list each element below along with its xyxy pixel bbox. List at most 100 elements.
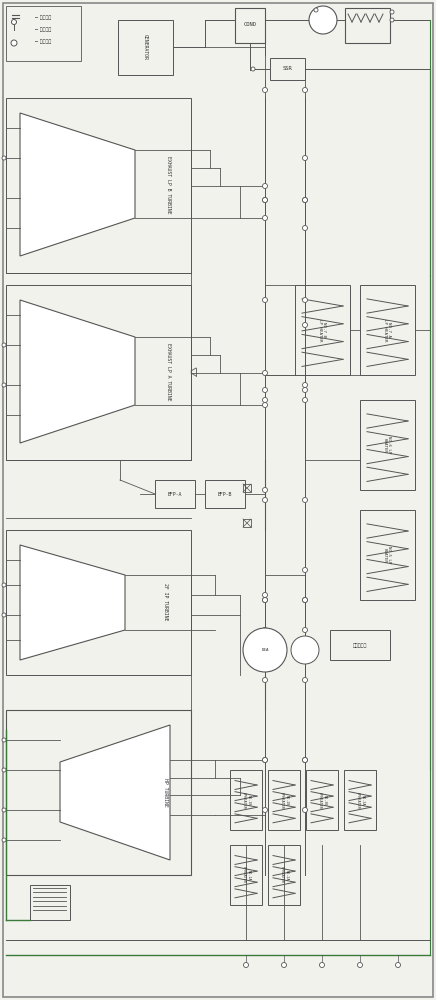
Text: COND: COND bbox=[243, 22, 256, 27]
Bar bbox=[270, 58, 305, 80]
Circle shape bbox=[303, 88, 307, 93]
Bar bbox=[330, 630, 390, 660]
Bar bbox=[360, 510, 415, 600]
Circle shape bbox=[303, 198, 307, 202]
Bar bbox=[205, 480, 245, 508]
Text: EXHAUST LP B TURBINE: EXHAUST LP B TURBINE bbox=[166, 156, 170, 214]
Bar bbox=[360, 285, 415, 375]
Text: NO.7 A
LP HEATER: NO.7 A LP HEATER bbox=[383, 319, 391, 341]
Circle shape bbox=[262, 597, 268, 602]
Text: NO.3A
HPHEATER: NO.3A HPHEATER bbox=[356, 792, 364, 808]
Bar bbox=[344, 770, 376, 830]
Text: HP TURBINE: HP TURBINE bbox=[163, 778, 167, 806]
Circle shape bbox=[262, 198, 268, 202]
Circle shape bbox=[262, 597, 268, 602]
Polygon shape bbox=[20, 300, 135, 443]
Circle shape bbox=[303, 198, 307, 202]
Bar bbox=[230, 770, 262, 830]
Circle shape bbox=[262, 298, 268, 302]
Circle shape bbox=[390, 10, 394, 14]
Circle shape bbox=[262, 387, 268, 392]
Circle shape bbox=[262, 758, 268, 762]
Circle shape bbox=[243, 628, 287, 672]
Bar bbox=[118, 20, 173, 75]
Circle shape bbox=[11, 40, 17, 46]
Circle shape bbox=[2, 838, 6, 842]
Circle shape bbox=[262, 370, 268, 375]
Circle shape bbox=[320, 962, 324, 968]
Circle shape bbox=[262, 88, 268, 93]
Circle shape bbox=[303, 387, 307, 392]
Bar bbox=[360, 400, 415, 490]
Circle shape bbox=[2, 383, 6, 387]
Text: ─ 压力测点: ─ 压力测点 bbox=[34, 14, 51, 19]
Circle shape bbox=[303, 497, 307, 502]
Bar bbox=[345, 8, 390, 43]
Bar bbox=[268, 770, 300, 830]
Bar bbox=[30, 885, 70, 920]
Circle shape bbox=[303, 758, 307, 762]
Circle shape bbox=[262, 184, 268, 188]
Circle shape bbox=[395, 962, 401, 968]
Circle shape bbox=[358, 962, 362, 968]
Polygon shape bbox=[20, 545, 125, 660]
Circle shape bbox=[390, 18, 394, 22]
Circle shape bbox=[251, 67, 255, 71]
Circle shape bbox=[2, 156, 6, 160]
Text: NO.1B
HPHEATER: NO.1B HPHEATER bbox=[242, 792, 250, 808]
Text: NO.6 LP
HEATER: NO.6 LP HEATER bbox=[383, 436, 391, 454]
Bar bbox=[230, 845, 262, 905]
Text: NO.5 LP
HEATER: NO.5 LP HEATER bbox=[383, 546, 391, 564]
Bar bbox=[6, 710, 191, 875]
Bar bbox=[6, 285, 191, 460]
Text: NO.2B
HPHEATER: NO.2B HPHEATER bbox=[280, 792, 288, 808]
Text: 高备给水箱: 高备给水箱 bbox=[353, 643, 367, 648]
Circle shape bbox=[262, 678, 268, 682]
Circle shape bbox=[303, 758, 307, 762]
Circle shape bbox=[303, 322, 307, 328]
Circle shape bbox=[2, 808, 6, 812]
Bar bbox=[6, 530, 191, 675]
Circle shape bbox=[2, 583, 6, 587]
Circle shape bbox=[309, 6, 337, 34]
Bar bbox=[243, 519, 251, 527]
Circle shape bbox=[303, 597, 307, 602]
Circle shape bbox=[314, 8, 318, 12]
Circle shape bbox=[303, 298, 307, 302]
Text: ─ 流量测点: ─ 流量测点 bbox=[34, 38, 51, 43]
Circle shape bbox=[2, 738, 6, 742]
Text: BFP-B: BFP-B bbox=[218, 491, 232, 496]
Bar bbox=[6, 6, 81, 61]
Circle shape bbox=[303, 155, 307, 160]
Circle shape bbox=[303, 397, 307, 402]
Circle shape bbox=[262, 488, 268, 492]
Text: NO.3B
HPHEATER: NO.3B HPHEATER bbox=[318, 792, 326, 808]
Circle shape bbox=[2, 768, 6, 772]
Circle shape bbox=[262, 397, 268, 402]
Circle shape bbox=[262, 216, 268, 221]
Bar bbox=[268, 845, 300, 905]
Text: NO.2A
HPHEATER: NO.2A HPHEATER bbox=[280, 866, 288, 884]
Text: EXHAUST LP A TURBINE: EXHAUST LP A TURBINE bbox=[166, 343, 170, 401]
Circle shape bbox=[11, 19, 17, 24]
Circle shape bbox=[262, 198, 268, 202]
Text: 2F IP TURBINE: 2F IP TURBINE bbox=[163, 583, 167, 621]
Bar bbox=[243, 484, 251, 492]
Circle shape bbox=[262, 758, 268, 762]
Circle shape bbox=[291, 636, 319, 664]
Circle shape bbox=[262, 808, 268, 812]
Circle shape bbox=[303, 597, 307, 602]
Text: NO.1A
HPHEATER: NO.1A HPHEATER bbox=[242, 866, 250, 884]
Bar bbox=[6, 98, 191, 273]
Circle shape bbox=[262, 628, 268, 633]
Circle shape bbox=[243, 962, 249, 968]
Circle shape bbox=[262, 592, 268, 597]
Text: DEA: DEA bbox=[261, 648, 269, 652]
Text: BFP-A: BFP-A bbox=[168, 491, 182, 496]
Polygon shape bbox=[20, 113, 135, 256]
Circle shape bbox=[262, 497, 268, 502]
Circle shape bbox=[303, 226, 307, 231]
Circle shape bbox=[303, 568, 307, 572]
Bar bbox=[306, 770, 338, 830]
Circle shape bbox=[262, 402, 268, 408]
